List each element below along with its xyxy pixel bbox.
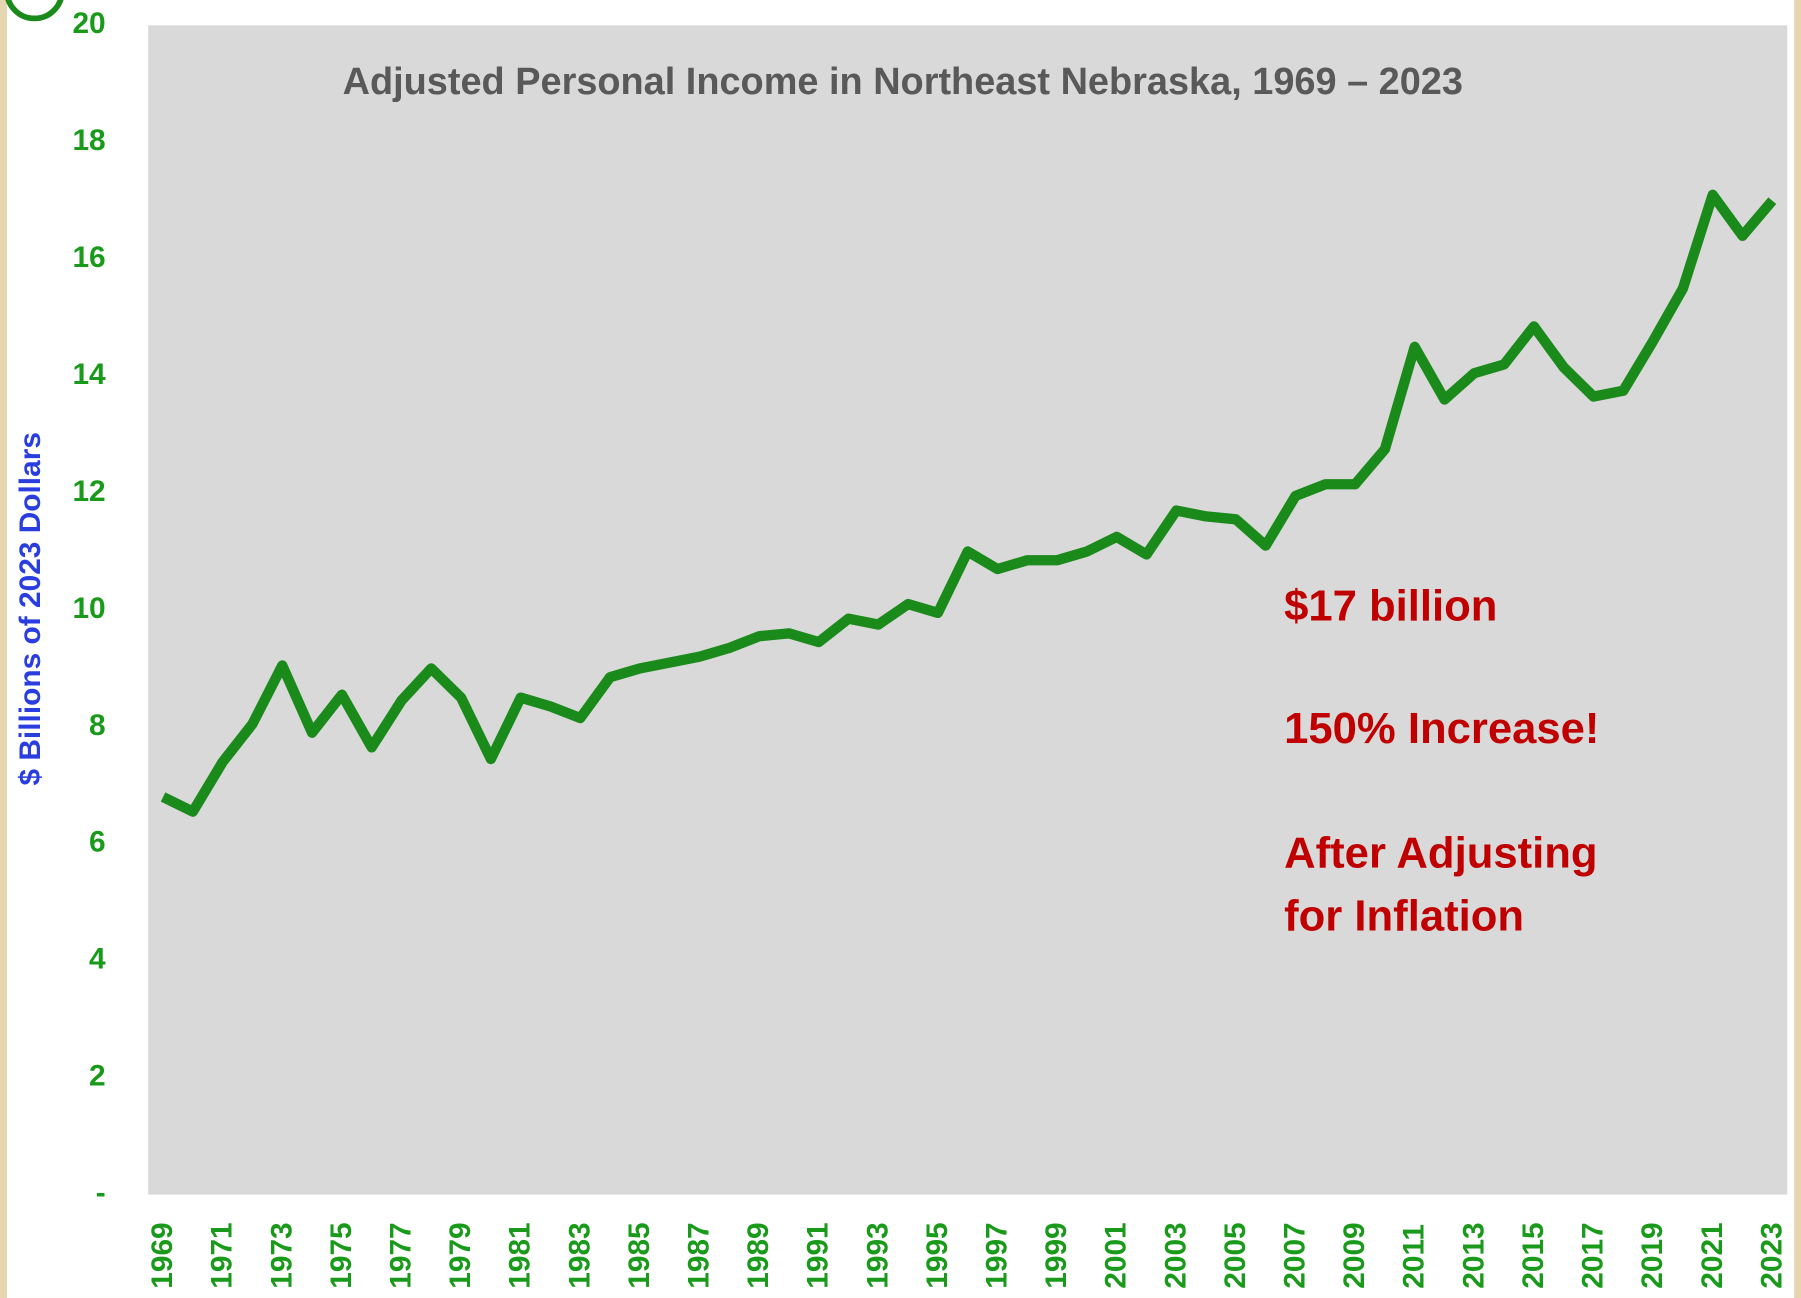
annotation: After Adjusting — [1284, 828, 1597, 877]
x-tick-label: 1983 — [563, 1222, 596, 1288]
x-tick-label: 2019 — [1636, 1222, 1669, 1288]
x-tick-label: 1987 — [683, 1222, 716, 1288]
x-tick-label: 1995 — [921, 1222, 954, 1288]
y-tick-label: 20 — [72, 7, 105, 40]
x-tick-label: 1979 — [444, 1222, 477, 1288]
y-tick-label: 10 — [72, 592, 105, 625]
data-line — [160, 189, 1777, 817]
y-tick-label: 14 — [72, 358, 106, 391]
x-tick-label: 1999 — [1040, 1222, 1073, 1288]
x-tick-label: 1997 — [981, 1222, 1014, 1288]
x-tick-label: 1981 — [504, 1222, 537, 1288]
x-tick-label: 2003 — [1159, 1222, 1192, 1288]
y-tick-label: 16 — [72, 241, 105, 274]
x-tick-label: 1991 — [802, 1222, 835, 1288]
y-tick-label: 2 — [89, 1060, 106, 1093]
x-tick-label: 2023 — [1755, 1222, 1788, 1288]
y-tick-label: 18 — [72, 124, 105, 157]
annotation: for Inflation — [1284, 891, 1524, 940]
x-tick-label: 2017 — [1577, 1222, 1610, 1288]
x-tick-label: 2007 — [1279, 1222, 1312, 1288]
x-tick-label: 1985 — [623, 1222, 656, 1288]
x-tick-label: 1993 — [861, 1222, 894, 1288]
x-tick-label: 1977 — [385, 1222, 418, 1288]
chart-title: Adjusted Personal Income in Northeast Ne… — [343, 61, 1463, 103]
y-tick-label: - — [96, 1176, 106, 1209]
x-tick-label: 1989 — [742, 1222, 775, 1288]
y-tick-label: 6 — [89, 826, 106, 859]
x-tick-label: 1973 — [265, 1222, 298, 1288]
annotation: $17 billion — [1284, 581, 1497, 630]
y-axis-label: $ Billions of 2023 Dollars — [14, 432, 47, 785]
annotation: 150% Increase! — [1284, 704, 1599, 753]
y-tick-label: 12 — [72, 475, 105, 508]
x-tick-label: 1969 — [146, 1222, 179, 1288]
x-tick-label: 2001 — [1100, 1222, 1133, 1288]
x-tick-label: 2005 — [1219, 1222, 1252, 1288]
y-tick-label: 8 — [89, 709, 106, 742]
x-tick-label: 2013 — [1457, 1222, 1490, 1288]
x-tick-label: 1971 — [206, 1222, 239, 1288]
decor-circle — [5, 0, 64, 22]
x-tick-label: 1975 — [325, 1222, 358, 1288]
plot-area — [148, 25, 1788, 1195]
x-tick-label: 2011 — [1398, 1224, 1431, 1289]
x-tick-label: 2009 — [1338, 1222, 1371, 1288]
y-tick-label: 4 — [89, 943, 106, 976]
x-tick-label: 2021 — [1696, 1222, 1729, 1288]
x-tick-label: 2015 — [1517, 1222, 1550, 1288]
